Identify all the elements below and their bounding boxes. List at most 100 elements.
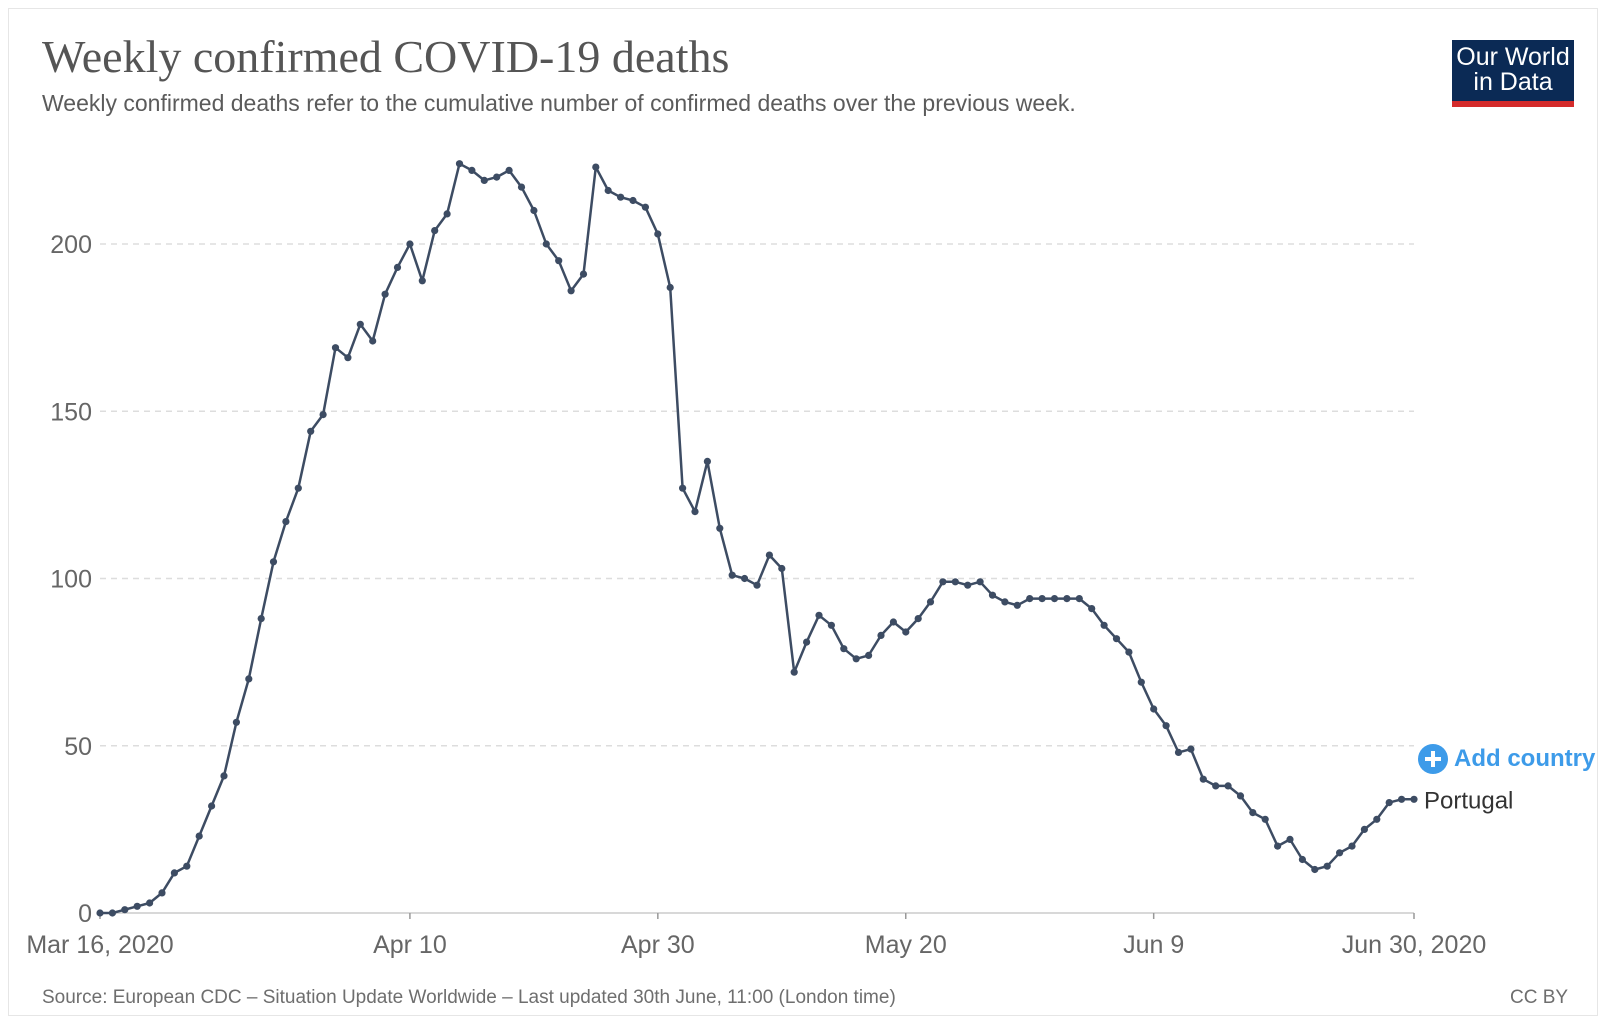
data-point <box>716 524 724 532</box>
data-point <box>579 270 588 278</box>
add-country-button[interactable]: Add country <box>1418 744 1595 774</box>
data-point <box>778 564 786 573</box>
data-point <box>803 638 811 646</box>
data-point <box>1286 835 1294 844</box>
owid-logo[interactable]: Our World in Data <box>1452 40 1574 107</box>
x-tick-label: Jun 9 <box>1123 931 1184 959</box>
data-point <box>592 163 600 171</box>
data-point <box>753 581 761 589</box>
data-point <box>617 193 625 201</box>
plus-circle-icon <box>1418 744 1448 774</box>
data-point <box>381 290 389 298</box>
data-point <box>269 558 278 566</box>
logo-line-1: Our World <box>1456 43 1570 71</box>
data-point <box>629 196 637 205</box>
data-point <box>1187 745 1195 753</box>
data-point <box>542 240 550 248</box>
data-point <box>691 508 699 516</box>
data-point <box>356 320 364 328</box>
data-point <box>1212 782 1220 790</box>
data-point <box>1249 809 1257 817</box>
data-point <box>505 166 513 174</box>
data-point <box>988 591 997 599</box>
data-point <box>1224 782 1232 790</box>
chart-title: Weekly confirmed COVID-19 deaths <box>42 31 730 82</box>
data-point <box>1001 598 1009 606</box>
data-point <box>319 411 327 419</box>
data-point <box>1236 792 1245 800</box>
data-point <box>790 668 798 676</box>
data-point <box>1336 849 1344 857</box>
data-point <box>1026 595 1034 603</box>
data-point <box>567 287 575 295</box>
data-point <box>232 718 240 726</box>
data-point <box>865 651 873 660</box>
data-point <box>183 862 191 870</box>
x-tick-label: Apr 10 <box>373 931 447 959</box>
data-point <box>1162 722 1170 730</box>
data-point <box>815 611 823 619</box>
data-point <box>418 277 426 285</box>
data-point <box>939 578 947 586</box>
data-point <box>964 581 972 589</box>
data-point <box>369 337 377 345</box>
data-point <box>914 615 922 623</box>
y-tick-label: 50 <box>64 733 92 761</box>
data-point <box>431 227 439 235</box>
add-country-label: Add country <box>1454 745 1596 772</box>
data-point <box>443 210 451 218</box>
data-point <box>1150 705 1158 713</box>
data-point <box>555 257 563 265</box>
data-point <box>840 645 848 653</box>
data-point <box>1385 799 1393 807</box>
data-point <box>1038 595 1046 603</box>
data-point <box>1311 865 1319 874</box>
data-point <box>1075 595 1083 603</box>
license-link[interactable]: CC BY <box>1510 987 1569 1008</box>
y-tick-label: 150 <box>50 398 92 426</box>
source-note: Source: European CDC – Situation Update … <box>42 987 896 1008</box>
data-point <box>827 621 836 629</box>
data-point <box>331 344 340 352</box>
data-point <box>344 354 352 362</box>
data-point <box>195 832 203 840</box>
data-point <box>468 166 476 174</box>
data-point <box>1174 748 1183 757</box>
data-point <box>654 230 662 238</box>
data-point <box>1137 678 1145 686</box>
data-point <box>108 909 116 917</box>
series-label: Portugal <box>1424 787 1513 814</box>
data-point <box>1112 635 1121 643</box>
y-tick-label: 100 <box>50 566 92 594</box>
data-point <box>480 176 488 184</box>
data-point <box>1261 815 1269 823</box>
data-point <box>146 899 154 907</box>
data-point <box>121 906 129 914</box>
data-point <box>282 518 290 526</box>
chart-subtitle: Weekly confirmed deaths refer to the cum… <box>42 90 1076 116</box>
y-tick-label: 0 <box>78 900 92 928</box>
data-point <box>679 484 687 492</box>
data-point <box>294 484 302 492</box>
data-point <box>1125 648 1133 656</box>
data-point <box>1373 815 1381 823</box>
series-line <box>100 162 1414 915</box>
data-point <box>530 206 538 215</box>
data-point <box>307 427 315 435</box>
data-point <box>1013 601 1021 609</box>
data-point <box>220 772 228 780</box>
data-point <box>1063 595 1071 603</box>
data-point <box>245 675 253 683</box>
logo-line-2: in Data <box>1473 68 1553 96</box>
data-point <box>604 186 612 195</box>
data-point <box>1088 605 1096 613</box>
data-point <box>1298 855 1306 864</box>
data-point <box>1323 862 1331 870</box>
data-point <box>170 869 178 877</box>
data-point <box>1199 775 1207 783</box>
data-point <box>1274 842 1282 850</box>
data-point <box>1100 621 1108 629</box>
data-point <box>666 283 674 292</box>
data-point <box>1348 842 1356 850</box>
